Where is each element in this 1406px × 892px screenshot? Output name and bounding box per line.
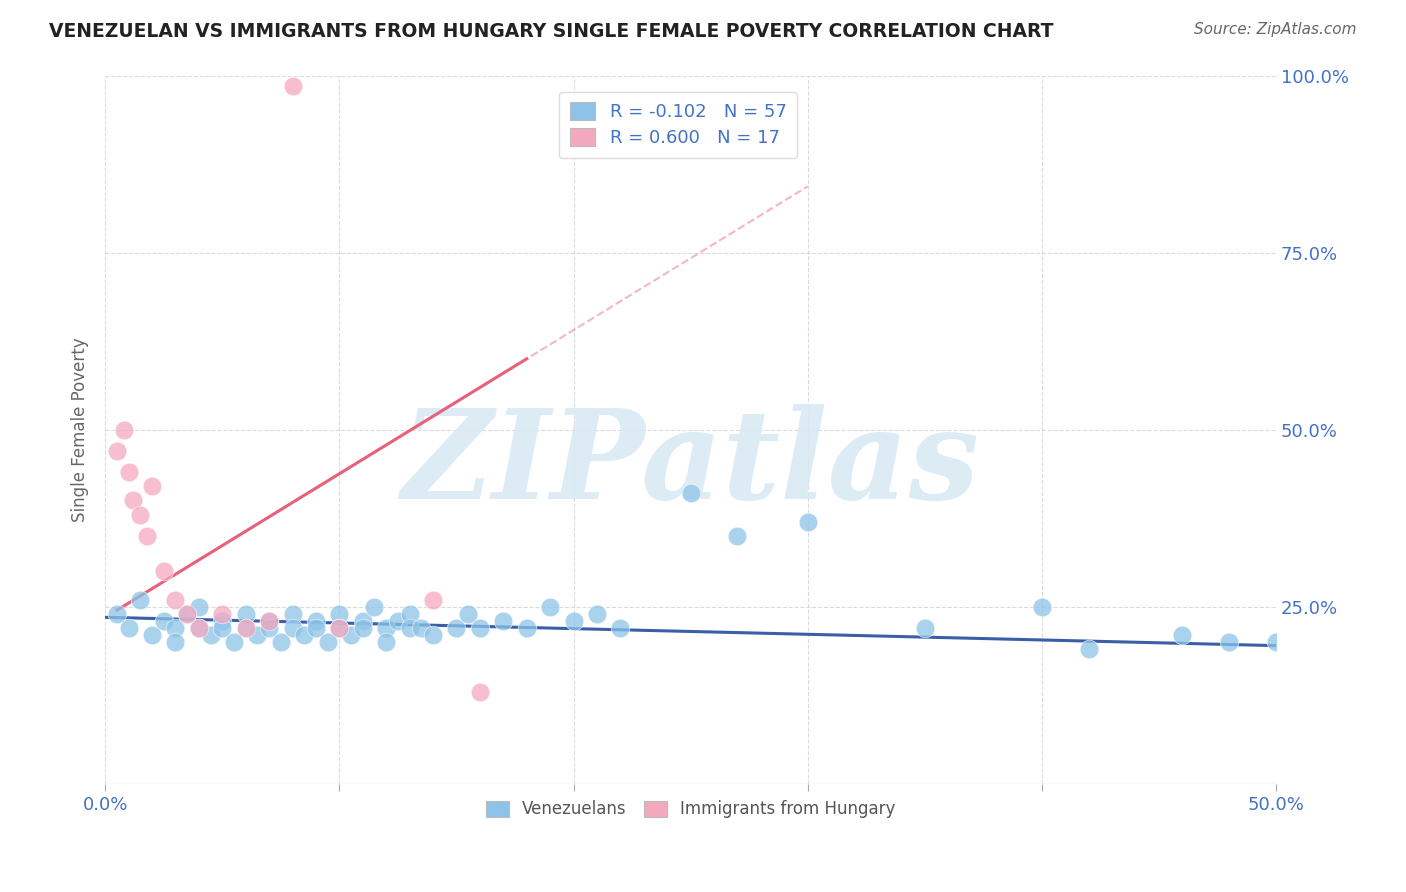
Text: VENEZUELAN VS IMMIGRANTS FROM HUNGARY SINGLE FEMALE POVERTY CORRELATION CHART: VENEZUELAN VS IMMIGRANTS FROM HUNGARY SI… [49, 22, 1053, 41]
Point [122, 493, 145, 508]
Point [328, 621, 350, 635]
Point [398, 621, 420, 635]
Point [328, 607, 350, 621]
Point [468, 684, 491, 698]
Point [305, 614, 328, 628]
Point [141, 628, 163, 642]
Point [1031, 599, 1053, 614]
Point [165, 635, 187, 649]
Point [165, 592, 187, 607]
Text: ZIPatlas: ZIPatlas [402, 404, 980, 525]
Point [117, 465, 139, 479]
Point [446, 621, 468, 635]
Point [187, 599, 209, 614]
Point [516, 621, 538, 635]
Point [222, 635, 245, 649]
Point [129, 508, 152, 522]
Point [328, 621, 350, 635]
Point [609, 621, 631, 635]
Point [352, 614, 374, 628]
Point [375, 621, 398, 635]
Point [292, 628, 315, 642]
Point [1171, 628, 1194, 642]
Point [411, 621, 433, 635]
Point [257, 621, 280, 635]
Point [152, 614, 174, 628]
Point [235, 621, 257, 635]
Point [165, 621, 187, 635]
Point [562, 614, 585, 628]
Point [281, 607, 304, 621]
Point [352, 621, 374, 635]
Point [375, 635, 398, 649]
Point [340, 628, 363, 642]
Point [187, 621, 209, 635]
Point [468, 621, 491, 635]
Point [316, 635, 339, 649]
Point [200, 628, 222, 642]
Point [129, 592, 152, 607]
Point [257, 614, 280, 628]
Point [422, 628, 444, 642]
Point [211, 607, 233, 621]
Point [725, 529, 748, 543]
Point [305, 621, 328, 635]
Legend: Venezuelans, Immigrants from Hungary: Venezuelans, Immigrants from Hungary [479, 794, 903, 825]
Point [422, 592, 444, 607]
Point [136, 529, 159, 543]
Point [257, 614, 280, 628]
Point [235, 621, 257, 635]
Point [457, 607, 479, 621]
Point [1265, 635, 1288, 649]
Point [387, 614, 409, 628]
Point [105, 607, 128, 621]
Point [117, 621, 139, 635]
Point [235, 607, 257, 621]
Point [796, 515, 818, 529]
Point [538, 599, 561, 614]
Point [679, 486, 702, 500]
Point [187, 621, 209, 635]
Point [105, 443, 128, 458]
Point [281, 621, 304, 635]
Point [398, 607, 420, 621]
Point [176, 607, 198, 621]
Point [152, 564, 174, 578]
Point [586, 607, 609, 621]
Point [281, 79, 304, 94]
Point [211, 614, 233, 628]
Point [914, 621, 936, 635]
Point [141, 479, 163, 493]
Point [246, 628, 269, 642]
Point [1218, 635, 1240, 649]
Point [176, 607, 198, 621]
Point [112, 423, 135, 437]
Text: Source: ZipAtlas.com: Source: ZipAtlas.com [1194, 22, 1357, 37]
Point [270, 635, 292, 649]
Y-axis label: Single Female Poverty: Single Female Poverty [72, 337, 89, 522]
Point [363, 599, 385, 614]
Point [492, 614, 515, 628]
Point [1077, 642, 1099, 657]
Point [211, 621, 233, 635]
